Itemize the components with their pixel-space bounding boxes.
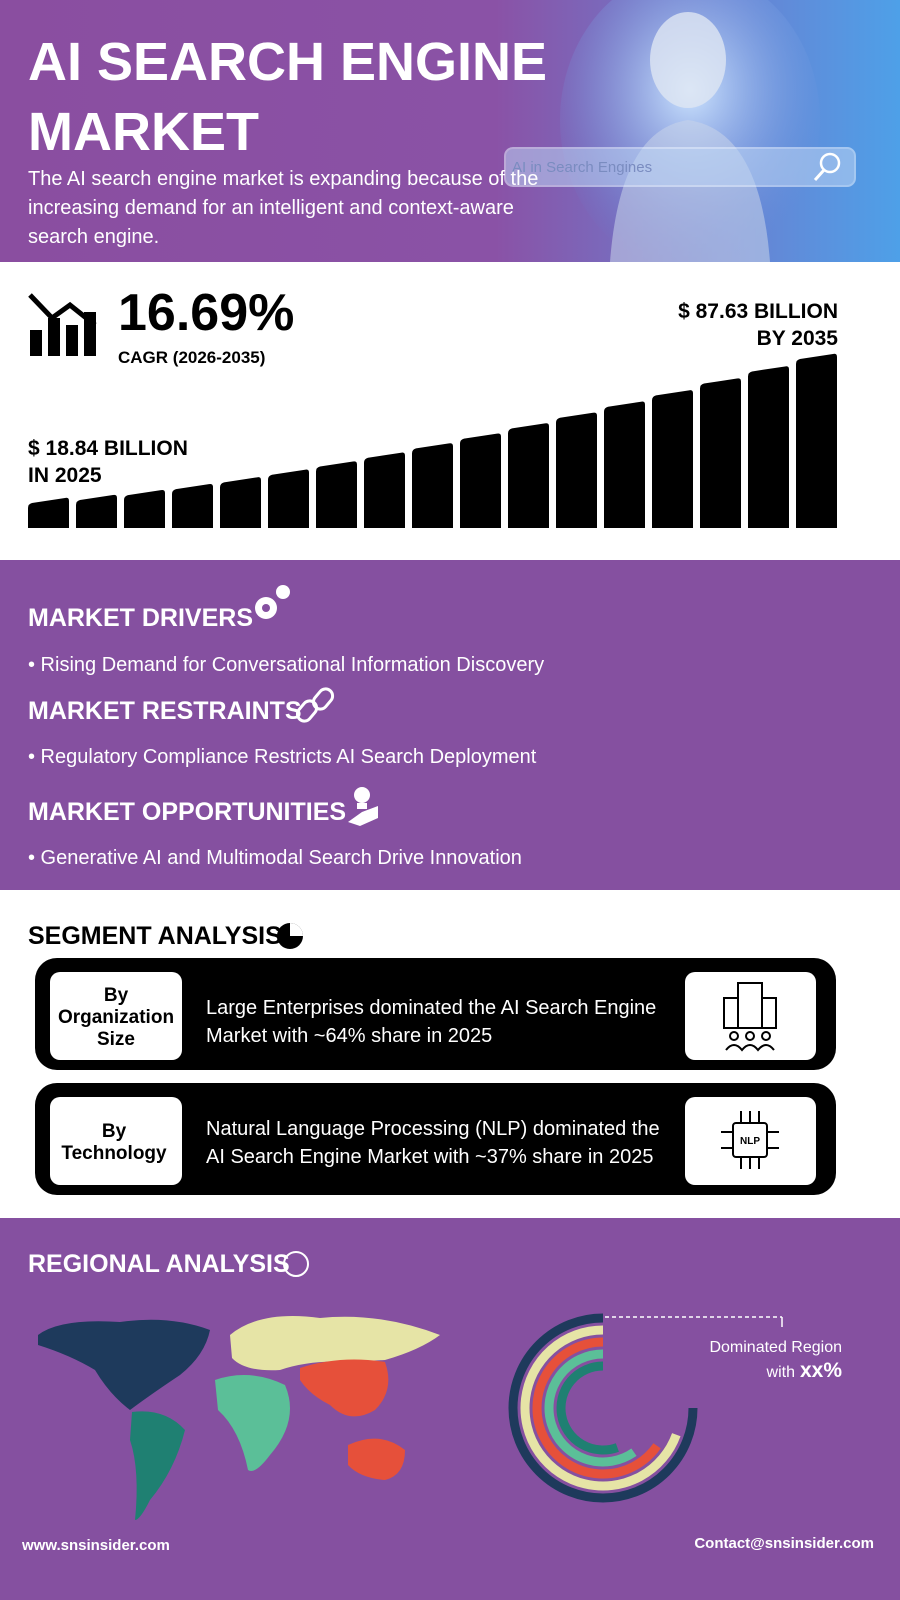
- growth-bar: [412, 443, 453, 528]
- dominated-share: with xx%: [766, 1359, 843, 1382]
- restraints-item: • Regulatory Compliance Restricts AI Sea…: [28, 746, 537, 768]
- row-label: By: [104, 985, 129, 1006]
- row-label: By: [102, 1121, 127, 1142]
- growth-bar: [316, 461, 357, 528]
- ring-arc: [532, 1337, 661, 1479]
- share-value: xx%: [800, 1359, 842, 1382]
- building-icon: [723, 982, 777, 1052]
- row-text: Natural Language Processing (NLP) domina…: [206, 1118, 660, 1140]
- icon-box: [685, 972, 816, 1060]
- chip-icon: [721, 1111, 779, 1169]
- start-value: $ 18.84 BILLION: [28, 437, 188, 460]
- north-america: [38, 1319, 210, 1410]
- growth-bar: [124, 489, 165, 528]
- gear-hole: [262, 604, 270, 612]
- end-year: BY 2035: [757, 327, 839, 350]
- growth-bar: [700, 378, 741, 528]
- growth-bar: [172, 483, 213, 528]
- regional-heading: REGIONAL ANALYSIS: [28, 1250, 290, 1278]
- title: AI SEARCH ENGINE: [28, 32, 547, 92]
- icon-box: [685, 1097, 816, 1185]
- search-icon: [819, 152, 841, 174]
- drivers-heading: MARKET DRIVERS: [28, 604, 253, 632]
- website: www.snsinsider.com: [21, 1537, 170, 1554]
- label-box: [50, 972, 182, 1060]
- regional-bg: [0, 1218, 900, 1600]
- search-text: AI in Search Engines: [512, 159, 652, 176]
- row-bg: [35, 958, 836, 1070]
- segment-heading: SEGMENT ANALYSIS: [28, 922, 282, 950]
- globe-icon: [283, 1251, 309, 1277]
- chip-label: NLP: [740, 1136, 760, 1147]
- growth-bar: [652, 390, 693, 528]
- contact: Contact@snsinsider.com: [694, 1535, 874, 1552]
- segment-row: By Technology Natural Language Processin…: [35, 1083, 836, 1195]
- growth-bar: [460, 433, 501, 528]
- ring-arc: [508, 1313, 698, 1503]
- south-america: [130, 1411, 185, 1520]
- growth-icon: [28, 293, 97, 356]
- ring-arc: [520, 1325, 681, 1491]
- idea-icon: [348, 787, 378, 826]
- pie-icon-slice: [290, 923, 303, 936]
- drivers-item: • Rising Demand for Conversational Infor…: [28, 654, 544, 676]
- market-bg: [0, 560, 900, 890]
- growth-bar: [76, 494, 117, 528]
- row-text: Large Enterprises dominated the AI Searc…: [206, 997, 656, 1019]
- region-rings: [508, 1313, 698, 1503]
- row-bg: [35, 1083, 836, 1195]
- cagr-label: CAGR (2026-2035): [118, 348, 265, 367]
- row-text: Market with ~64% share in 2025: [206, 1025, 492, 1047]
- robot-head: [650, 12, 726, 108]
- end-value: $ 87.63 BILLION: [678, 300, 838, 323]
- description: The AI search engine market is expanding…: [28, 168, 538, 190]
- row-label: Organization: [58, 1007, 174, 1028]
- start-year: IN 2025: [28, 464, 102, 487]
- opportunities-heading: MARKET OPPORTUNITIES: [28, 798, 346, 826]
- world-map: [38, 1316, 440, 1520]
- africa: [215, 1375, 290, 1471]
- growth-bar: [508, 423, 549, 528]
- title: MARKET: [28, 102, 259, 162]
- description: increasing demand for an intelligent and…: [28, 197, 514, 219]
- description: search engine.: [28, 226, 159, 248]
- growth-bars: [28, 353, 837, 528]
- chain-icon: [295, 687, 335, 723]
- asia: [300, 1359, 389, 1417]
- label-box: [50, 1097, 182, 1185]
- cagr-value: 16.69%: [118, 284, 294, 342]
- europe-asia: [230, 1316, 440, 1371]
- search-box: [504, 147, 856, 187]
- segment-row: By Organization Size Large Enterprises d…: [35, 958, 836, 1070]
- ring-arc: [556, 1361, 619, 1455]
- growth-bar: [748, 366, 789, 528]
- growth-bar: [220, 477, 261, 528]
- with-label: with: [766, 1364, 795, 1381]
- restraints-heading: MARKET RESTRAINTS: [28, 697, 302, 725]
- ring-arc: [544, 1349, 637, 1467]
- growth-bar: [556, 412, 597, 528]
- growth-bar: [268, 469, 309, 528]
- growth-bar: [364, 452, 405, 528]
- growth-bar: [28, 497, 69, 528]
- growth-bar: [604, 401, 645, 528]
- search-icon-handle: [813, 168, 826, 182]
- dominated-label: Dominated Region: [709, 1339, 842, 1356]
- row-text: AI Search Engine Market with ~37% share …: [206, 1146, 653, 1168]
- row-label: Size: [97, 1029, 135, 1050]
- growth-bar: [796, 353, 837, 528]
- row-label: Technology: [61, 1143, 167, 1164]
- opportunities-item: • Generative AI and Multimodal Search Dr…: [28, 847, 522, 869]
- australia: [348, 1438, 405, 1480]
